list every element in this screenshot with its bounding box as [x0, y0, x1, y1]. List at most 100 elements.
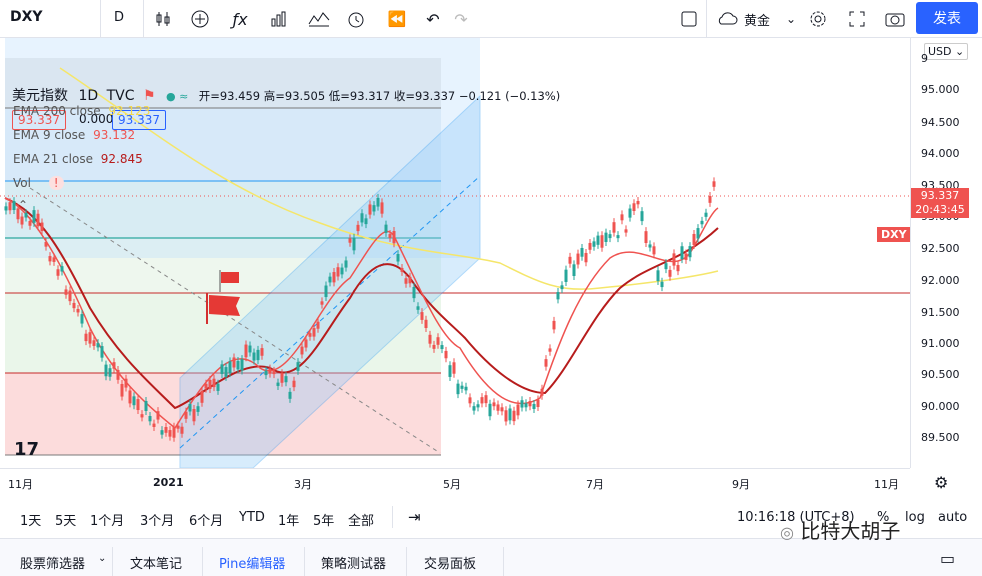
warning-icon[interactable]: !	[48, 176, 64, 190]
templates-icon[interactable]	[266, 7, 292, 31]
fullscreen-icon[interactable]	[844, 7, 870, 31]
candle-body	[580, 247, 584, 257]
x-tick: 11月	[874, 478, 899, 491]
candle-body	[608, 234, 612, 239]
x-tick: 7月	[586, 478, 604, 491]
candle-body	[168, 430, 172, 437]
tab-strategy-tester[interactable]: 策略测试器	[321, 557, 387, 572]
candle-body	[208, 379, 212, 389]
gear-icon[interactable]	[805, 7, 831, 31]
compare-plus-icon[interactable]	[187, 7, 213, 31]
symbol-title[interactable]: 美元指数	[12, 88, 68, 104]
candle-body	[476, 404, 480, 408]
candle-body	[60, 266, 64, 272]
volume-legend[interactable]: Vol !	[13, 176, 64, 190]
candle-body	[640, 211, 644, 222]
candle-body	[444, 350, 448, 359]
gear-icon[interactable]: ⚙	[934, 473, 949, 492]
symbol-search[interactable]: DXY	[10, 9, 43, 25]
candle-body	[240, 359, 244, 371]
alert-icon[interactable]	[306, 7, 332, 31]
tab-screener[interactable]: 股票筛选器	[20, 557, 86, 572]
goto-date-icon[interactable]: ⇥	[408, 508, 421, 526]
y-tick: 9	[921, 52, 928, 65]
range-ytd[interactable]: YTD	[239, 510, 265, 525]
price-axis[interactable]: USD ⌄ 9 95.000 94.500 94.000 93.500 93.0…	[910, 38, 982, 468]
candle-body	[216, 383, 220, 391]
alarm-clock-icon[interactable]	[343, 7, 369, 31]
redo-icon[interactable]: ↷	[454, 9, 468, 29]
range-5d[interactable]: 5天	[55, 514, 77, 529]
time-axis[interactable]: 11月 2021 3月 5月 7月 9月 11月	[0, 468, 910, 497]
bid-price[interactable]: 93.337	[12, 110, 66, 130]
layout-name[interactable]: 黄金	[744, 14, 771, 29]
candle-body	[532, 403, 536, 409]
candle-body	[552, 320, 556, 330]
candle-body	[440, 345, 444, 350]
ema9-legend[interactable]: EMA 9 close 93.132	[13, 128, 136, 142]
ask-price[interactable]: 93.337	[112, 110, 166, 130]
candle-body	[528, 401, 532, 407]
candle-body	[196, 406, 200, 412]
candle-body	[228, 361, 232, 374]
candle-body	[688, 246, 692, 258]
range-6m[interactable]: 6个月	[189, 514, 224, 529]
indicators-fx-icon[interactable]: ƒx	[232, 9, 248, 29]
range-1y[interactable]: 1年	[278, 514, 300, 529]
candle-body	[604, 232, 608, 242]
auto-toggle[interactable]: auto	[938, 510, 968, 525]
candle-body	[152, 423, 156, 427]
currency-selector[interactable]: USD ⌄	[924, 43, 969, 60]
candle-body	[104, 364, 108, 377]
chart-canvas[interactable]: 17	[0, 38, 910, 468]
candle-body	[256, 349, 260, 361]
collapse-chevron-icon[interactable]: ⌃	[18, 198, 29, 212]
candle-body	[128, 390, 132, 404]
candle-body	[484, 395, 488, 404]
range-3m[interactable]: 3个月	[140, 514, 175, 529]
interval-selector[interactable]: D	[114, 10, 125, 25]
candle-body	[684, 253, 688, 260]
candle-body	[112, 362, 116, 369]
clock-time[interactable]: 10:16:18 (UTC+8)	[737, 510, 855, 525]
range-all[interactable]: 全部	[348, 514, 375, 529]
candle-body	[360, 213, 364, 223]
candle-body	[76, 308, 80, 313]
candle-body	[656, 270, 660, 282]
replay-icon[interactable]: ⏪	[387, 10, 407, 28]
percent-toggle[interactable]: %	[877, 510, 890, 525]
candle-body	[96, 343, 100, 348]
ema200-legend[interactable]: EMA 200 close 92.123	[13, 104, 151, 118]
candle-body	[652, 246, 656, 255]
candle-body	[704, 212, 708, 217]
chart-pane[interactable]: 17 美元指数 1D TVC ⚑ ● ≈ 开=93.459 高=93.505 低…	[0, 38, 910, 468]
cloud-icon[interactable]	[714, 7, 740, 31]
candles-icon[interactable]	[150, 7, 176, 31]
candle-body	[480, 397, 484, 404]
candle-body	[384, 224, 388, 233]
candle-body	[200, 390, 204, 403]
log-toggle[interactable]: log	[905, 510, 925, 525]
range-1d[interactable]: 1天	[20, 514, 42, 529]
maximize-panel-icon[interactable]: ▭	[940, 549, 956, 568]
candle-body	[180, 426, 184, 434]
undo-icon[interactable]: ↶	[426, 9, 440, 29]
candle-body	[556, 292, 560, 300]
publish-button[interactable]: 发表	[916, 2, 978, 34]
flag-icon[interactable]: ⚑	[142, 88, 156, 104]
layout-icon[interactable]	[676, 7, 702, 31]
candle-body	[520, 400, 524, 408]
candle-body	[176, 425, 180, 429]
ema21-legend[interactable]: EMA 21 close 92.845	[13, 152, 143, 166]
range-5y[interactable]: 5年	[313, 514, 335, 529]
camera-icon[interactable]	[882, 7, 908, 31]
tab-trading-panel[interactable]: 交易面板	[424, 557, 477, 572]
candle-body	[308, 333, 312, 337]
chevron-down-icon[interactable]: ⌄	[785, 12, 797, 26]
range-1m[interactable]: 1个月	[90, 514, 125, 529]
candle-body	[372, 205, 376, 212]
tab-pine-editor[interactable]: Pine编辑器	[219, 557, 286, 572]
candle-body	[544, 359, 548, 367]
tab-text-notes[interactable]: 文本笔记	[130, 557, 183, 572]
chevron-down-icon[interactable]: ⌄	[98, 553, 107, 564]
